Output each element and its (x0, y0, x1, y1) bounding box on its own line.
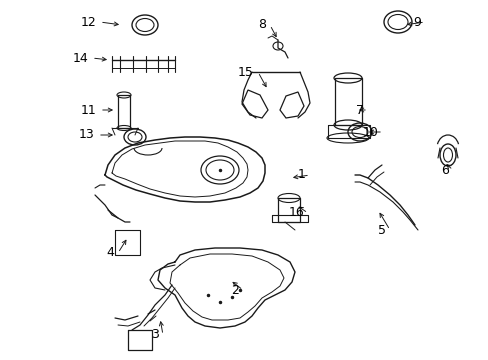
Text: 9: 9 (412, 15, 420, 28)
Text: 3: 3 (151, 328, 159, 342)
Text: 10: 10 (363, 126, 378, 139)
Text: 7: 7 (355, 104, 363, 117)
Text: 4: 4 (106, 247, 114, 260)
Text: 1: 1 (298, 168, 305, 181)
Text: 6: 6 (440, 163, 448, 176)
Text: 15: 15 (238, 66, 253, 78)
Text: 14: 14 (72, 51, 88, 64)
Text: 12: 12 (80, 15, 96, 28)
Text: 8: 8 (258, 18, 265, 31)
Text: 13: 13 (78, 129, 94, 141)
Text: 5: 5 (377, 224, 385, 237)
Text: 16: 16 (287, 207, 304, 220)
Text: 11: 11 (80, 104, 96, 117)
Text: 2: 2 (231, 284, 239, 297)
